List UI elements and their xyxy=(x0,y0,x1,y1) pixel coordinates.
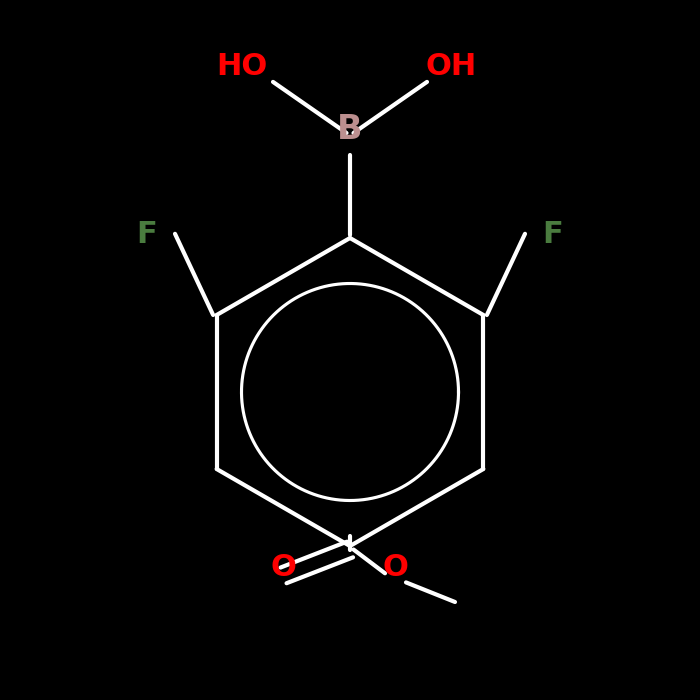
Text: HO: HO xyxy=(216,52,267,81)
Text: F: F xyxy=(136,220,158,249)
Text: O: O xyxy=(383,552,408,582)
Text: OH: OH xyxy=(426,52,477,81)
Text: B: B xyxy=(337,113,363,146)
Text: O: O xyxy=(271,552,296,582)
Text: F: F xyxy=(542,220,564,249)
